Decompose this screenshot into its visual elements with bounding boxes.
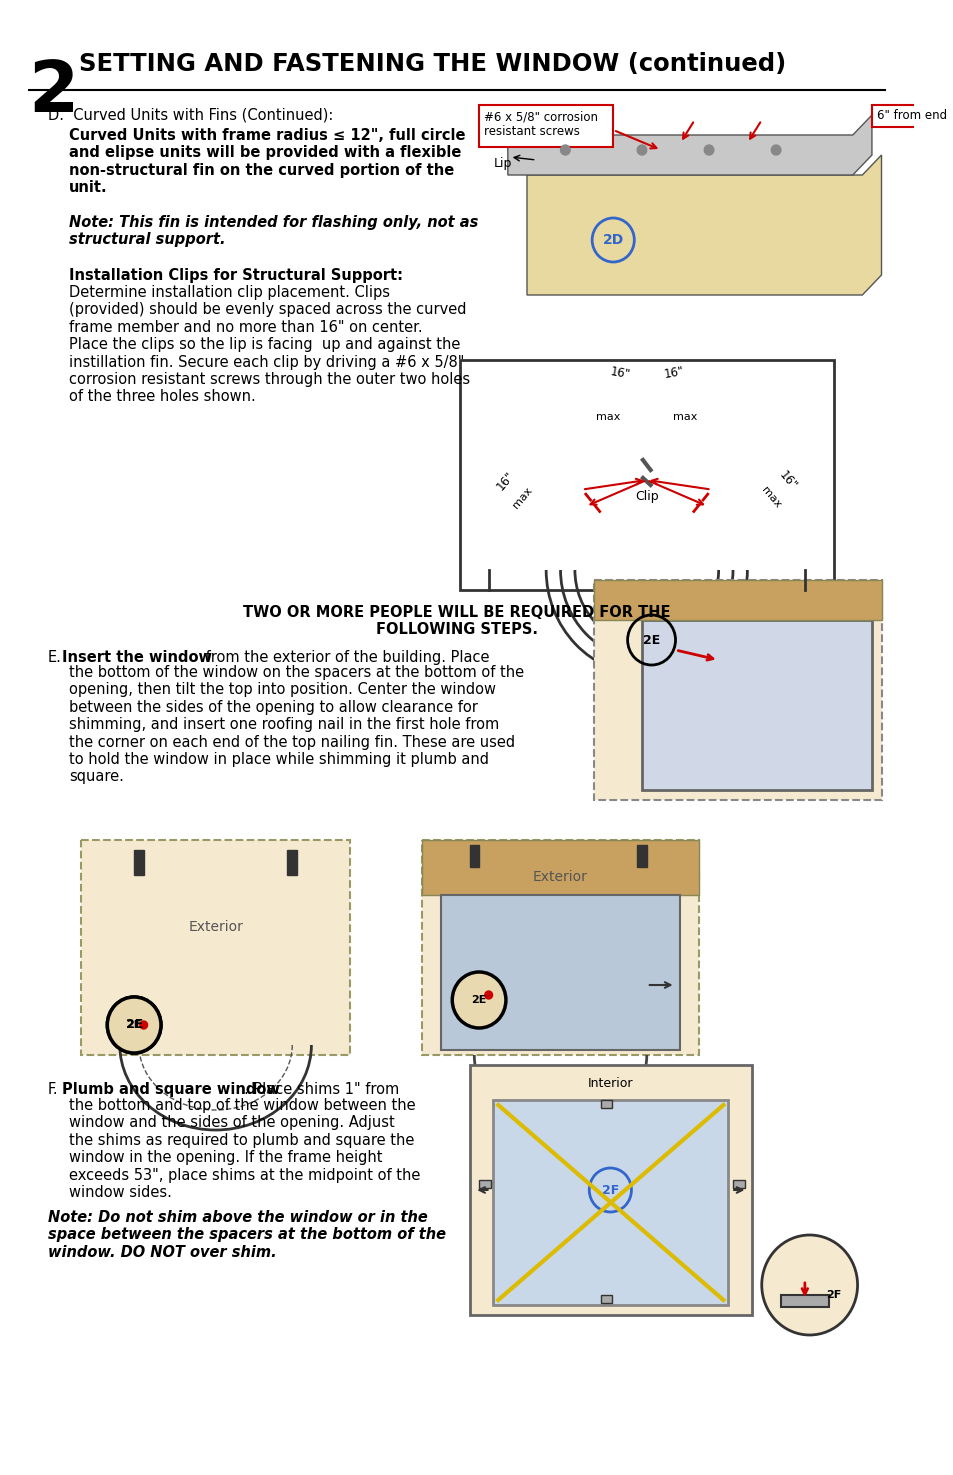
Text: F.: F. bbox=[48, 1083, 58, 1097]
Text: E.: E. bbox=[48, 650, 62, 665]
FancyBboxPatch shape bbox=[478, 1180, 490, 1187]
Text: 2: 2 bbox=[29, 58, 79, 127]
FancyBboxPatch shape bbox=[440, 895, 679, 1050]
Text: max: max bbox=[510, 485, 534, 510]
Circle shape bbox=[560, 145, 570, 155]
FancyBboxPatch shape bbox=[478, 105, 613, 148]
FancyBboxPatch shape bbox=[134, 850, 144, 875]
Text: 16": 16" bbox=[661, 364, 684, 381]
Text: 6" from end: 6" from end bbox=[876, 109, 946, 122]
Text: Exterior: Exterior bbox=[188, 920, 243, 934]
Polygon shape bbox=[526, 155, 881, 295]
FancyBboxPatch shape bbox=[493, 1100, 727, 1305]
Circle shape bbox=[452, 972, 505, 1028]
Text: Curved Units with frame radius ≤ 12", full circle
and elipse units will be provi: Curved Units with frame radius ≤ 12", fu… bbox=[69, 128, 465, 195]
FancyBboxPatch shape bbox=[469, 845, 478, 867]
FancyBboxPatch shape bbox=[81, 839, 350, 1055]
Text: 2E: 2E bbox=[126, 1019, 143, 1031]
Text: Note: Do not shim above the window or in the
space between the spacers at the bo: Note: Do not shim above the window or in… bbox=[48, 1210, 445, 1260]
FancyBboxPatch shape bbox=[421, 839, 699, 1055]
Text: 2E: 2E bbox=[127, 1021, 142, 1030]
Text: the bottom and top of the window between the
window and the sides of the opening: the bottom and top of the window between… bbox=[69, 1097, 420, 1201]
Text: 2D: 2D bbox=[602, 233, 623, 246]
FancyBboxPatch shape bbox=[641, 620, 871, 791]
Text: Installation Clips for Structural Support:: Installation Clips for Structural Suppor… bbox=[69, 268, 402, 283]
Text: #6 x 5/8" corrosion
resistant screws: #6 x 5/8" corrosion resistant screws bbox=[483, 111, 598, 139]
Circle shape bbox=[484, 991, 492, 999]
Circle shape bbox=[107, 997, 161, 1053]
Text: 2E: 2E bbox=[471, 996, 486, 1004]
FancyBboxPatch shape bbox=[600, 1295, 612, 1302]
FancyBboxPatch shape bbox=[421, 839, 699, 895]
Text: 16": 16" bbox=[776, 469, 799, 493]
Text: 16": 16" bbox=[608, 364, 631, 381]
Text: max: max bbox=[672, 412, 697, 422]
Text: max: max bbox=[596, 412, 620, 422]
Text: Exterior: Exterior bbox=[533, 870, 587, 884]
Circle shape bbox=[703, 145, 713, 155]
FancyBboxPatch shape bbox=[637, 845, 646, 867]
FancyBboxPatch shape bbox=[781, 1295, 828, 1307]
Text: SETTING AND FASTENING THE WINDOW (continued): SETTING AND FASTENING THE WINDOW (contin… bbox=[78, 52, 785, 77]
Text: TWO OR MORE PEOPLE WILL BE REQUIRED FOR THE
FOLLOWING STEPS.: TWO OR MORE PEOPLE WILL BE REQUIRED FOR … bbox=[243, 605, 670, 637]
Circle shape bbox=[637, 145, 646, 155]
FancyBboxPatch shape bbox=[600, 1100, 612, 1108]
Text: Lip: Lip bbox=[493, 156, 512, 170]
Circle shape bbox=[760, 1235, 857, 1335]
Text: Determine installation clip placement. Clips
(provided) should be evenly spaced : Determine installation clip placement. C… bbox=[69, 285, 470, 404]
Text: . Place shims 1" from: . Place shims 1" from bbox=[244, 1083, 399, 1097]
Text: 2F: 2F bbox=[825, 1291, 841, 1299]
Circle shape bbox=[140, 1021, 148, 1030]
Text: from the exterior of the building. Place: from the exterior of the building. Place bbox=[201, 650, 489, 665]
Circle shape bbox=[771, 145, 781, 155]
Text: Insert the window: Insert the window bbox=[62, 650, 213, 665]
Text: Interior: Interior bbox=[587, 1077, 633, 1090]
FancyBboxPatch shape bbox=[459, 360, 833, 590]
FancyBboxPatch shape bbox=[594, 580, 881, 620]
Text: D.  Curved Units with Fins (Continued):: D. Curved Units with Fins (Continued): bbox=[48, 108, 333, 122]
FancyBboxPatch shape bbox=[594, 580, 881, 799]
Text: 2E: 2E bbox=[642, 633, 659, 646]
Text: 16": 16" bbox=[494, 469, 517, 493]
FancyBboxPatch shape bbox=[871, 105, 953, 127]
Polygon shape bbox=[507, 115, 871, 176]
Text: Plumb and square window: Plumb and square window bbox=[62, 1083, 280, 1097]
FancyBboxPatch shape bbox=[469, 1065, 751, 1316]
FancyBboxPatch shape bbox=[287, 850, 296, 875]
Text: Note: This fin is intended for flashing only, not as
structural support.: Note: This fin is intended for flashing … bbox=[69, 215, 477, 248]
Text: Clip: Clip bbox=[635, 490, 658, 503]
Text: 2F: 2F bbox=[601, 1183, 618, 1196]
FancyBboxPatch shape bbox=[732, 1180, 743, 1187]
Text: the bottom of the window on the spacers at the bottom of the
opening, then tilt : the bottom of the window on the spacers … bbox=[69, 665, 523, 785]
Text: max: max bbox=[759, 485, 782, 510]
